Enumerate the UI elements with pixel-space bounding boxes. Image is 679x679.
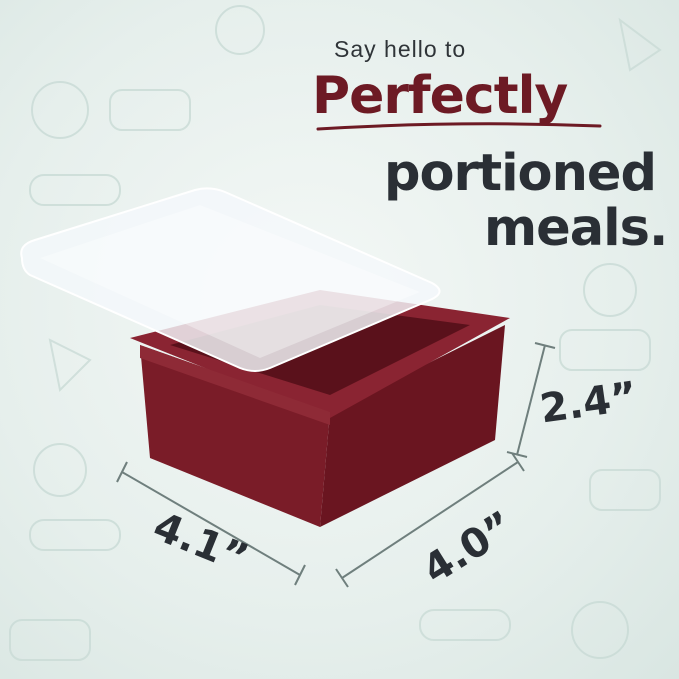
headline-line-4: meals. — [484, 199, 668, 258]
dimension-lines — [116, 342, 556, 588]
headline-intro: Say hello to — [334, 36, 467, 62]
underline-brush — [316, 122, 602, 131]
headline-accent: Perfectly — [312, 66, 568, 126]
background-doodles — [9, 5, 662, 661]
container-lid — [20, 187, 441, 372]
headline-line-3: portioned — [384, 144, 657, 203]
